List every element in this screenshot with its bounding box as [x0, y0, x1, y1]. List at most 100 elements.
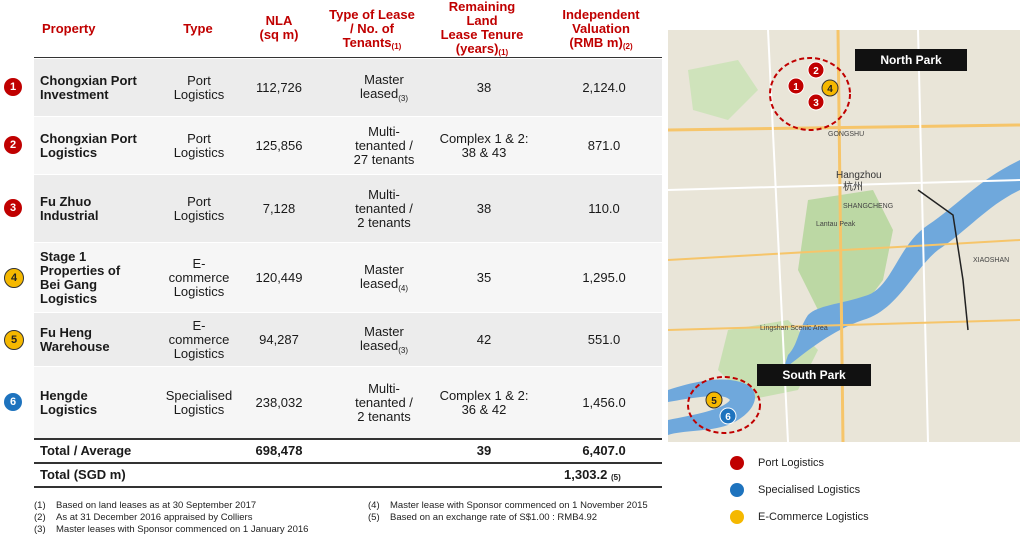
property-type-line: Port [187, 131, 211, 146]
property-number-badge: 6 [4, 393, 22, 411]
map-place-lantau: Lantau Peak [816, 221, 856, 228]
lease-footnote-ref: (3) [398, 94, 409, 103]
legend-label-port: Port Logistics [758, 457, 825, 469]
property-nla: 112,726 [255, 80, 303, 95]
property-type-line: E- [192, 318, 206, 333]
header-nla-unit: (sq m) [259, 27, 299, 42]
total-nla: 698,478 [255, 442, 303, 458]
lease-type: Multi-tenanted /2 tenants [334, 175, 434, 243]
map-road-1 [668, 123, 1020, 132]
map-marker-5-label: 5 [711, 396, 717, 407]
lease-tenure: 38 [432, 59, 536, 117]
lease-tenure: 42 [432, 313, 536, 367]
south-park-label: South Park [757, 364, 871, 386]
lease-type-text: leased [359, 338, 399, 353]
header-lease-l1: Type of Lease [329, 7, 415, 22]
property-type-line: Port [187, 73, 211, 88]
lease-tenure-line: Complex 1 & 2: [439, 388, 529, 403]
lease-type-line: leased(4) [359, 276, 408, 294]
header-val-l3: (RMB m)(2) [569, 35, 633, 52]
property-nla: 125,856 [255, 138, 303, 153]
lease-type-line: 2 tenants [357, 409, 411, 424]
footnote-5: (5) Based on an exchange rate of S$1.00 :… [368, 512, 598, 523]
total-sgd-sup: (5) [611, 472, 621, 482]
total-row: Total / Average 698,478 39 6,407.0 [34, 439, 662, 461]
property-nla: 238,032 [255, 395, 303, 410]
header-tenure-l3: Lease Tenure [440, 27, 524, 42]
map-road-6 [668, 179, 1020, 191]
property-type: E-commerce Logistics [164, 313, 234, 367]
north-park-outline [769, 57, 851, 131]
property-type-line: Logistics [173, 346, 225, 361]
total-rule-bottom [34, 486, 662, 488]
property-nla: 120,449 [255, 270, 303, 285]
lease-tenure: 35 [432, 243, 536, 313]
property-valuation: 871.0 [587, 138, 621, 153]
map-marker-2 [807, 61, 825, 79]
property-valuation: 110.0 [588, 201, 620, 216]
property-name-line: Logistics [40, 145, 98, 160]
property-name: Chongxian Port Investment [40, 59, 158, 117]
map-road-5 [917, 30, 929, 442]
map-marker-3-label: 3 [813, 98, 819, 109]
header-tenure-l2: Land [466, 13, 498, 28]
property-type-line: Logistics [173, 284, 225, 299]
map-place-gongshu: GONGSHU [828, 131, 864, 138]
header-nla-title: NLA [265, 13, 293, 28]
property-name-line: Bei Gang [40, 277, 98, 292]
property-valuation: 551.0 [587, 332, 621, 347]
lease-type-text: leased [359, 276, 399, 291]
map-marker-6-label: 6 [725, 412, 731, 423]
lease-type-line: Master [364, 324, 404, 339]
total-sgd-label: Total (SGD m) [40, 466, 126, 482]
map-city-en: Hangzhou [836, 170, 882, 181]
south-park-outline [687, 376, 761, 434]
map-rail-line [917, 189, 969, 331]
lease-type-line: tenanted / [355, 201, 413, 216]
total-sgd-valuation: 1,303.2 (5) [564, 466, 621, 482]
legend-label-ecommerce: E-Commerce Logistics [758, 511, 869, 523]
property-name-line: Properties of [40, 263, 121, 278]
legend-dot-port [730, 456, 744, 470]
property-name: Chongxian Port Logistics [40, 117, 158, 175]
map-road-7 [668, 319, 1020, 331]
property-name: Stage 1 Properties of Bei Gang Logistics [40, 243, 158, 313]
property-name-line: Investment [40, 87, 109, 102]
lease-type: Multi-tenanted /2 tenants [334, 367, 434, 439]
header-tenure-l1: Remaining [448, 0, 516, 14]
map-city-cn: 杭州 [843, 180, 863, 193]
property-number-badge: 5 [4, 330, 24, 350]
header-property: Property [42, 21, 96, 36]
property-name-line: Fu Zhuo [40, 194, 92, 209]
map-marker-5 [705, 391, 723, 409]
property-name-line: Logistics [40, 291, 98, 306]
property-type: Port Logistics [164, 117, 234, 175]
property-name-line: Chongxian Port [40, 73, 137, 88]
property-type-line: E- [192, 256, 206, 271]
lease-type-line: 2 tenants [357, 215, 411, 230]
map-marker-4 [821, 79, 839, 97]
property-name-line: Warehouse [40, 339, 110, 354]
lease-type-line: tenanted / [355, 395, 413, 410]
lease-type-line: Multi- [368, 124, 400, 139]
property-name-line: Industrial [40, 208, 99, 223]
legend-port-logistics: Port Logistics [730, 456, 824, 470]
lease-type: Master leased(3) [334, 313, 434, 367]
property-type: E-commerce Logistics [164, 243, 234, 313]
property-type-line: Port [187, 194, 211, 209]
map-marker-2-label: 2 [813, 66, 819, 77]
map-place-shangcheng: SHANGCHENG [843, 203, 893, 210]
header-val-l1: Independent [562, 7, 640, 22]
footnote-3: (3) Master leases with Sponsor commenced … [34, 524, 309, 535]
footnote-1: (1) Based on land leases as at 30 Septemb… [34, 500, 257, 511]
property-name: Hengde Logistics [40, 367, 158, 439]
lease-tenure-line: 42 [476, 332, 492, 347]
property-number-badge: 1 [4, 78, 22, 96]
total-sgd-row: Total (SGD m) 1,303.2 (5) [34, 463, 662, 485]
header-val-l2: Valuation [572, 21, 630, 36]
lease-type-line: Master [364, 262, 404, 277]
total-rule-top [34, 438, 662, 440]
property-valuation: 2,124.0 [582, 80, 626, 95]
property-type: Specialised Logistics [164, 367, 234, 439]
property-name-line: Hengde [40, 388, 88, 403]
